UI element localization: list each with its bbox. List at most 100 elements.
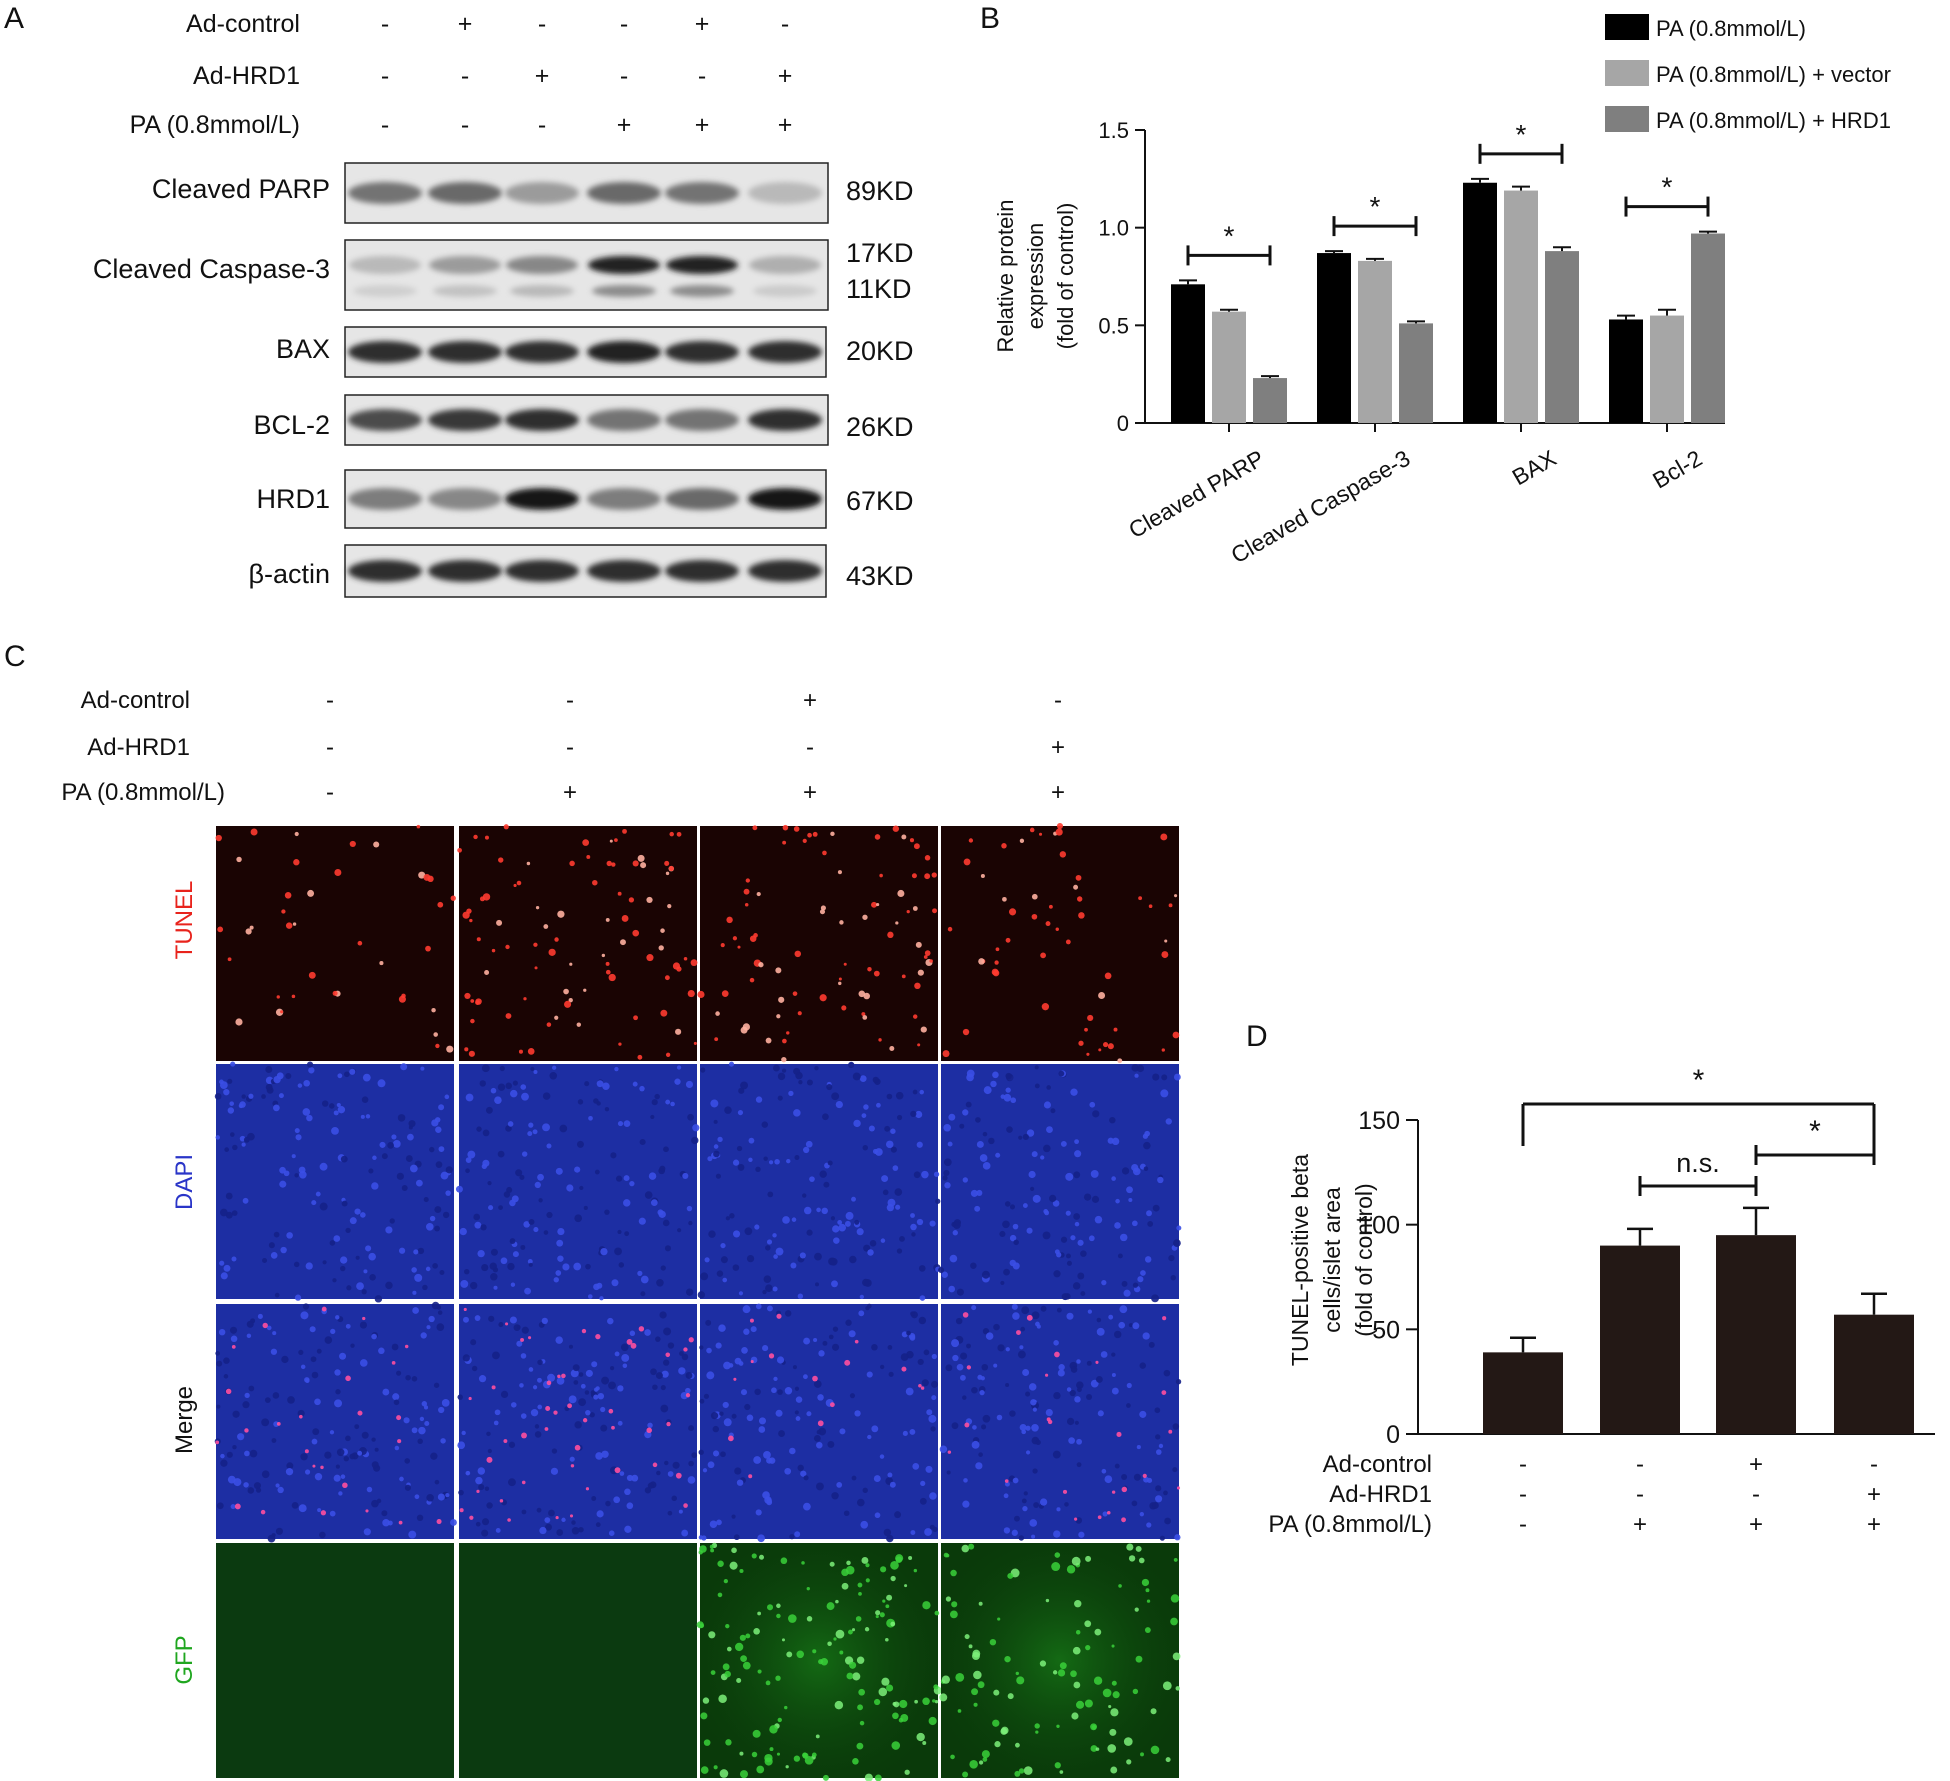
dapi-dot [744, 1227, 753, 1236]
dapi-dot [335, 1315, 340, 1320]
micro-tile [697, 824, 938, 1063]
dapi-dot [626, 1474, 634, 1482]
gfp-dot [777, 1717, 782, 1723]
dapi-dot [275, 1527, 284, 1535]
dapi-dot [774, 1159, 780, 1165]
dapi-dot [819, 1170, 827, 1178]
gfp-dot [1134, 1607, 1139, 1612]
dapi-dot [266, 1325, 272, 1331]
tunel-dot [518, 1049, 523, 1054]
dapi-dot [656, 1279, 664, 1287]
dapi-dot [337, 1105, 346, 1114]
gfp-dot [775, 1675, 781, 1681]
blot-row-label: BAX [276, 334, 330, 364]
tunel-dot [667, 904, 672, 909]
merge-dot [555, 1515, 559, 1520]
dapi-dot [849, 1255, 857, 1264]
dapi-dot [768, 1160, 774, 1165]
dapi-dot [1155, 1434, 1161, 1440]
tunel-dot [909, 838, 915, 843]
dapi-dot [707, 1461, 715, 1469]
dapi-dot [1170, 1275, 1176, 1281]
blot-sign: - [381, 62, 389, 90]
micro-tile [214, 1301, 457, 1543]
dapi-dot [593, 1098, 599, 1104]
dapi-dot [573, 1380, 579, 1385]
dapi-dot [803, 1206, 812, 1215]
blot-sign: - [461, 111, 469, 139]
dapi-dot [979, 1390, 985, 1396]
dapi-dot [243, 1136, 250, 1143]
merge-dot [396, 1415, 402, 1421]
dapi-dot [1095, 1376, 1103, 1383]
dapi-dot [359, 1321, 367, 1329]
micro-sign: + [803, 687, 817, 714]
dapi-dot [1005, 1382, 1010, 1388]
gfp-dot [796, 1650, 804, 1659]
dapi-dot [346, 1285, 352, 1291]
blot-band [506, 256, 578, 274]
gfp-dot [1095, 1747, 1100, 1751]
tunel-dot [1059, 851, 1067, 858]
dapi-dot [457, 1394, 463, 1400]
merge-dot [608, 1408, 614, 1414]
dapi-dot [219, 1081, 228, 1089]
tunel-dot [568, 997, 573, 1003]
merge-dot [1121, 1486, 1128, 1493]
dapi-dot [691, 1452, 698, 1458]
dapi-dot [1020, 1326, 1026, 1332]
dapi-dot [344, 1071, 350, 1078]
dapi-dot [1146, 1477, 1153, 1484]
gfp-dot [1085, 1645, 1091, 1651]
dapi-dot [883, 1528, 892, 1537]
merge-dot [1176, 1486, 1181, 1490]
dapi-dot [248, 1093, 254, 1099]
tunel-dot [496, 919, 503, 926]
tunel-dot [720, 943, 725, 948]
merge-dot [234, 1503, 241, 1510]
dapi-dot [879, 1454, 885, 1459]
dapi-dot [1091, 1195, 1100, 1203]
merge-dot [231, 1345, 236, 1349]
tunel-dot [1161, 951, 1169, 959]
gfp-dot [780, 1557, 788, 1565]
tunel-dot [235, 1018, 243, 1026]
dapi-dot [600, 1406, 606, 1413]
dapi-dot [1097, 1410, 1104, 1417]
tunel-dot [611, 862, 616, 867]
dapi-dot [622, 1363, 628, 1369]
dapi-dot [772, 1233, 777, 1238]
gfp-dot [1051, 1562, 1061, 1572]
dapi-dot [900, 1353, 909, 1361]
dapi-dot [265, 1083, 273, 1091]
dapi-dot [848, 1061, 855, 1069]
dapi-dot [336, 1448, 345, 1457]
dapi-dot [786, 1158, 791, 1164]
gfp-dot [861, 1557, 869, 1564]
dapi-dot [899, 1235, 905, 1242]
micro-sign: + [1051, 779, 1065, 806]
tunel-dot [332, 990, 338, 996]
tunel-dot [605, 917, 610, 922]
dapi-dot [1108, 1314, 1114, 1320]
dapi-dot [322, 1260, 327, 1265]
dapi-dot [724, 1106, 732, 1114]
tunel-dot [752, 825, 758, 831]
gfp-dot [1045, 1598, 1050, 1603]
merge-dot [1062, 1489, 1068, 1494]
dapi-dot [224, 1147, 230, 1152]
dapi-dot [715, 1173, 721, 1179]
dapi-dot [385, 1226, 393, 1234]
dapi-dot [1133, 1473, 1141, 1481]
tunel-dot [841, 1005, 847, 1011]
dapi-dot [311, 1438, 318, 1445]
merge-dot [768, 1353, 775, 1359]
dapi-dot [813, 1380, 822, 1388]
merge-dot [582, 1418, 588, 1423]
dapi-dot [499, 1065, 505, 1072]
dapi-dot [416, 1514, 424, 1522]
dapi-dot [349, 1068, 356, 1075]
dapi-dot [276, 1072, 284, 1080]
dapi-dot [734, 1357, 742, 1365]
gfp-dot [885, 1637, 889, 1642]
